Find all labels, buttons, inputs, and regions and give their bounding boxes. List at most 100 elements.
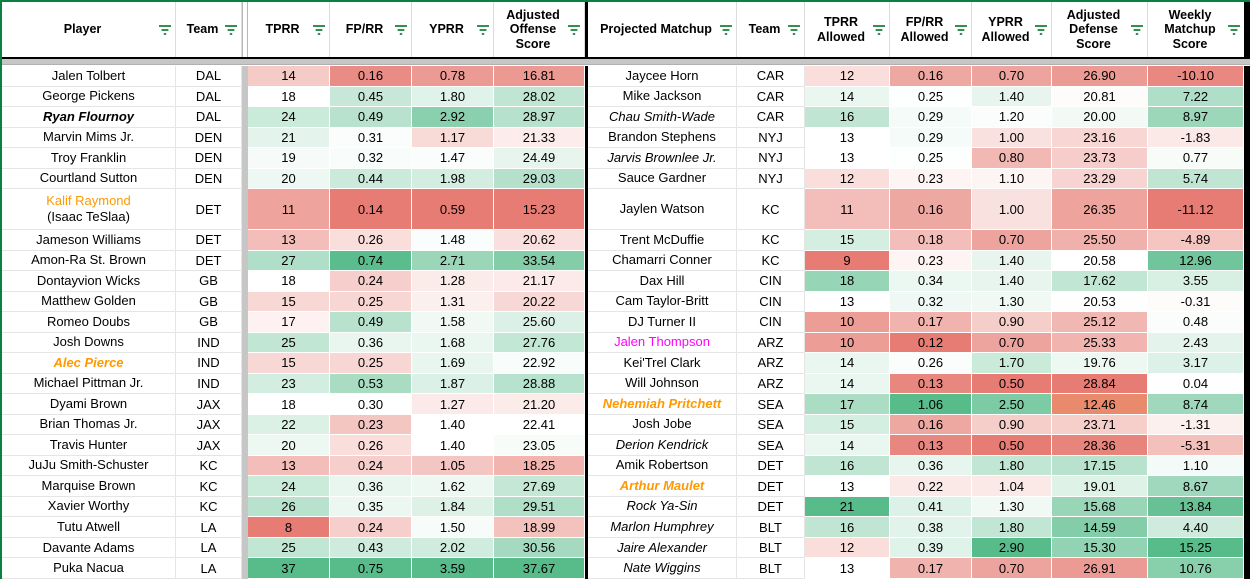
player-cell[interactable]: Xavier Worthy bbox=[2, 496, 176, 518]
weekly-matchup-score-cell[interactable]: -10.10 bbox=[1148, 66, 1244, 87]
tprr-cell[interactable]: 23 bbox=[248, 373, 330, 395]
matchup-team-cell[interactable]: KC bbox=[737, 189, 805, 231]
filter-icon[interactable] bbox=[787, 24, 801, 36]
adjusted-offense-score-cell[interactable]: 33.54 bbox=[494, 250, 585, 272]
fprr-cell[interactable]: 0.32 bbox=[330, 148, 412, 169]
header-weekly-matchup-score[interactable]: Weekly Matchup Score bbox=[1148, 2, 1244, 57]
yprr-allowed-cell[interactable]: 0.80 bbox=[972, 148, 1052, 169]
adjusted-offense-score-cell[interactable]: 22.41 bbox=[494, 414, 585, 436]
tprr-cell[interactable]: 14 bbox=[248, 66, 330, 87]
fprr-allowed-cell[interactable]: 0.13 bbox=[890, 373, 972, 395]
weekly-matchup-score-cell[interactable]: 4.40 bbox=[1148, 517, 1244, 538]
weekly-matchup-score-cell[interactable]: 12.96 bbox=[1148, 250, 1244, 272]
adjusted-defense-score-cell[interactable]: 12.46 bbox=[1052, 394, 1148, 415]
team-cell[interactable]: IND bbox=[176, 373, 242, 395]
yprr-cell[interactable]: 1.87 bbox=[412, 373, 494, 395]
yprr-cell[interactable]: 2.02 bbox=[412, 537, 494, 559]
tprr-cell[interactable]: 20 bbox=[248, 435, 330, 456]
header-yprr-allowed[interactable]: YPRR Allowed bbox=[972, 2, 1052, 57]
header-fprr[interactable]: FP/RR bbox=[330, 2, 412, 57]
fprr-allowed-cell[interactable]: 0.32 bbox=[890, 291, 972, 313]
fprr-cell[interactable]: 0.74 bbox=[330, 250, 412, 272]
weekly-matchup-score-cell[interactable]: 3.55 bbox=[1148, 271, 1244, 292]
yprr-cell[interactable]: 1.69 bbox=[412, 353, 494, 374]
tprr-allowed-cell[interactable]: 12 bbox=[805, 66, 890, 87]
yprr-cell[interactable]: 1.50 bbox=[412, 517, 494, 538]
adjusted-offense-score-cell[interactable]: 21.33 bbox=[494, 127, 585, 149]
player-cell[interactable]: Amon-Ra St. Brown bbox=[2, 250, 176, 272]
fprr-cell[interactable]: 0.24 bbox=[330, 271, 412, 292]
yprr-allowed-cell[interactable]: 0.70 bbox=[972, 66, 1052, 87]
player-cell[interactable]: Alec Pierce bbox=[2, 353, 176, 374]
yprr-cell[interactable]: 3.59 bbox=[412, 558, 494, 579]
header-matchup-team[interactable]: Team bbox=[737, 2, 805, 57]
yprr-allowed-cell[interactable]: 2.90 bbox=[972, 537, 1052, 559]
tprr-allowed-cell[interactable]: 21 bbox=[805, 496, 890, 518]
yprr-allowed-cell[interactable]: 1.80 bbox=[972, 455, 1052, 477]
fprr-allowed-cell[interactable]: 0.13 bbox=[890, 435, 972, 456]
matchup-cell[interactable]: Jaire Alexander bbox=[588, 537, 737, 559]
tprr-allowed-cell[interactable]: 10 bbox=[805, 312, 890, 333]
tprr-cell[interactable]: 25 bbox=[248, 332, 330, 354]
matchup-cell[interactable]: Mike Jackson bbox=[588, 86, 737, 108]
yprr-allowed-cell[interactable]: 1.00 bbox=[972, 127, 1052, 149]
tprr-allowed-cell[interactable]: 12 bbox=[805, 168, 890, 190]
tprr-allowed-cell[interactable]: 16 bbox=[805, 107, 890, 128]
tprr-allowed-cell[interactable]: 13 bbox=[805, 148, 890, 169]
matchup-cell[interactable]: DJ Turner II bbox=[588, 312, 737, 333]
adjusted-offense-score-cell[interactable]: 18.25 bbox=[494, 455, 585, 477]
header-projected-matchup[interactable]: Projected Matchup bbox=[588, 2, 737, 57]
tprr-cell[interactable]: 22 bbox=[248, 414, 330, 436]
tprr-cell[interactable]: 26 bbox=[248, 496, 330, 518]
yprr-cell[interactable]: 1.17 bbox=[412, 127, 494, 149]
weekly-matchup-score-cell[interactable]: 10.76 bbox=[1148, 558, 1244, 579]
yprr-cell[interactable]: 1.58 bbox=[412, 312, 494, 333]
fprr-allowed-cell[interactable]: 0.26 bbox=[890, 353, 972, 374]
adjusted-defense-score-cell[interactable]: 20.81 bbox=[1052, 86, 1148, 108]
adjusted-offense-score-cell[interactable]: 15.23 bbox=[494, 189, 585, 231]
player-cell[interactable]: Marvin Mims Jr. bbox=[2, 127, 176, 149]
tprr-cell[interactable]: 20 bbox=[248, 168, 330, 190]
fprr-cell[interactable]: 0.26 bbox=[330, 230, 412, 251]
yprr-allowed-cell[interactable]: 1.20 bbox=[972, 107, 1052, 128]
adjusted-defense-score-cell[interactable]: 23.16 bbox=[1052, 127, 1148, 149]
fprr-cell[interactable]: 0.35 bbox=[330, 496, 412, 518]
adjusted-offense-score-cell[interactable]: 20.22 bbox=[494, 291, 585, 313]
adjusted-defense-score-cell[interactable]: 15.68 bbox=[1052, 496, 1148, 518]
player-cell[interactable]: Romeo Doubs bbox=[2, 312, 176, 333]
matchup-team-cell[interactable]: BLT bbox=[737, 558, 805, 579]
player-cell[interactable]: Jameson Williams bbox=[2, 230, 176, 251]
tprr-cell[interactable]: 19 bbox=[248, 148, 330, 169]
fprr-allowed-cell[interactable]: 0.29 bbox=[890, 127, 972, 149]
fprr-allowed-cell[interactable]: 0.16 bbox=[890, 189, 972, 231]
adjusted-defense-score-cell[interactable]: 15.30 bbox=[1052, 537, 1148, 559]
fprr-cell[interactable]: 0.36 bbox=[330, 332, 412, 354]
fprr-cell[interactable]: 0.49 bbox=[330, 312, 412, 333]
tprr-cell[interactable]: 15 bbox=[248, 353, 330, 374]
yprr-cell[interactable]: 1.05 bbox=[412, 455, 494, 477]
matchup-cell[interactable]: Cam Taylor-Britt bbox=[588, 291, 737, 313]
adjusted-offense-score-cell[interactable]: 21.20 bbox=[494, 394, 585, 415]
team-cell[interactable]: DEN bbox=[176, 148, 242, 169]
matchup-cell[interactable]: Amik Robertson bbox=[588, 455, 737, 477]
fprr-allowed-cell[interactable]: 0.25 bbox=[890, 148, 972, 169]
tprr-cell[interactable]: 13 bbox=[248, 230, 330, 251]
yprr-cell[interactable]: 2.92 bbox=[412, 107, 494, 128]
fprr-allowed-cell[interactable]: 0.29 bbox=[890, 107, 972, 128]
team-cell[interactable]: LA bbox=[176, 558, 242, 579]
adjusted-offense-score-cell[interactable]: 28.88 bbox=[494, 373, 585, 395]
matchup-cell[interactable]: Kei'Trel Clark bbox=[588, 353, 737, 374]
adjusted-defense-score-cell[interactable]: 26.35 bbox=[1052, 189, 1148, 231]
fprr-allowed-cell[interactable]: 1.06 bbox=[890, 394, 972, 415]
fprr-cell[interactable]: 0.49 bbox=[330, 107, 412, 128]
fprr-allowed-cell[interactable]: 0.22 bbox=[890, 476, 972, 497]
matchup-team-cell[interactable]: NYJ bbox=[737, 148, 805, 169]
team-cell[interactable]: GB bbox=[176, 312, 242, 333]
fprr-cell[interactable]: 0.25 bbox=[330, 353, 412, 374]
fprr-cell[interactable]: 0.14 bbox=[330, 189, 412, 231]
yprr-cell[interactable]: 0.78 bbox=[412, 66, 494, 87]
team-cell[interactable]: IND bbox=[176, 353, 242, 374]
matchup-cell[interactable]: Nate Wiggins bbox=[588, 558, 737, 579]
weekly-matchup-score-cell[interactable]: 3.17 bbox=[1148, 353, 1244, 374]
fprr-allowed-cell[interactable]: 0.17 bbox=[890, 312, 972, 333]
